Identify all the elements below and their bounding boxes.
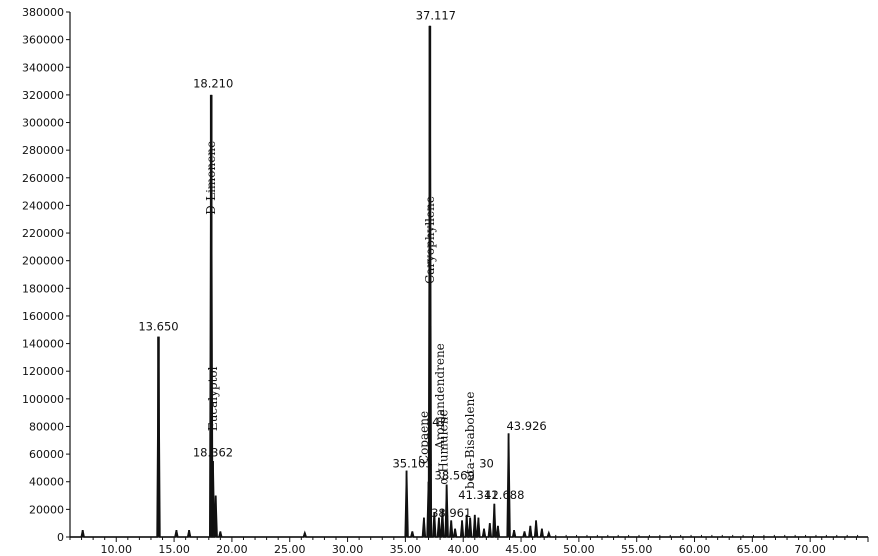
x-tick-label: 30.00 [332,543,364,556]
compound-label: beta-Bisabolene [463,392,477,489]
x-tick-label: 20.00 [216,543,248,556]
peak-label: 41.311 [458,488,498,502]
y-tick-label: 380000 [22,6,64,19]
y-tick-label: 280000 [22,144,64,157]
x-tick-label: 45.00 [505,543,537,556]
peak-label: 38.961 [431,506,471,520]
peak-label: 43.926 [506,419,546,433]
compound-annotations: D-Limonene Caryophyllene AromandendreneCop… [204,141,477,489]
compound-label: D-Limonene [204,141,218,215]
compound-label: Copaene [417,411,431,464]
peak-label: 18.362 [193,445,233,459]
y-tick-label: 40000 [29,476,64,489]
y-tick-label: 140000 [22,338,64,351]
compound-label: Aromandendrene [433,343,447,450]
y-tick-label: 160000 [22,310,64,323]
y-axis: 0 20000 40000 60000 80000 100000 120000 140000 1… [22,6,71,544]
y-tick-label: 340000 [22,61,64,74]
peak-label: 47 [432,415,447,429]
peak-label: 30 [479,456,494,470]
y-tick-label: 80000 [29,420,64,433]
y-tick-label: 180000 [22,282,64,295]
y-tick-label: 260000 [22,172,64,185]
x-axis: 10.00 15.00 20.00 25.00 30.00 35.00 40.00 45.00… [69,536,869,556]
peak-labels: 13.650 18.210 18.362 37.117 35.103 47 38.569 30… [138,9,546,520]
x-tick-label: 15.00 [158,543,190,556]
x-tick-label: 40.00 [447,543,479,556]
x-tick-label: 70.00 [794,543,826,556]
chromatogram-trace [70,25,868,538]
trace-line [70,25,868,538]
y-tick-label: 220000 [22,227,64,240]
peak-label: 13.650 [138,320,178,334]
compound-label: α-Humulene [437,410,451,485]
y-tick-label: 100000 [22,393,64,406]
y-tick-label: 120000 [22,365,64,378]
peak-label: 38.569 [435,469,475,483]
peak-label: 42.688 [484,488,524,502]
y-tick-label: 60000 [29,448,64,461]
y-tick-label: 0 [57,531,64,544]
y-tick-label: 300000 [22,117,64,130]
peak-label: 37.117 [416,9,456,23]
x-tick-label: 25.00 [274,543,306,556]
x-tick-label: 55.00 [621,543,653,556]
y-tick-label: 240000 [22,199,64,212]
x-tick-label: 10.00 [101,543,133,556]
compound-label: Caryophyllene [423,196,437,284]
y-tick-label: 320000 [22,89,64,102]
x-tick-label: 65.00 [737,543,769,556]
compound-label: Eucalyptol [206,366,220,431]
y-tick-label: 200000 [22,255,64,268]
y-tick-label: 360000 [22,34,64,47]
x-tick-label: 50.00 [563,543,595,556]
peak-label: 35.103 [392,456,432,470]
y-tick-label: 20000 [29,503,64,516]
x-tick-label: 60.00 [679,543,711,556]
peak-label: 18.210 [193,76,233,90]
x-tick-label: 35.00 [390,543,422,556]
